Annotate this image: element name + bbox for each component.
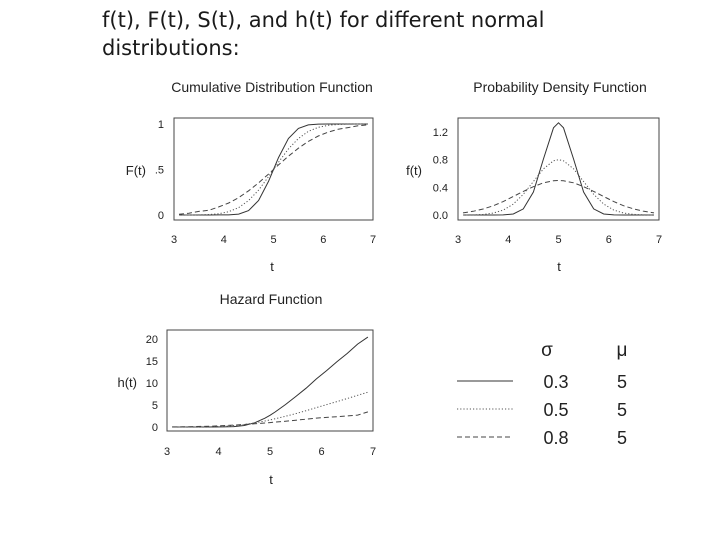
- legend-sigma-header: σ: [541, 340, 553, 361]
- pdf-x-tick-label: 6: [606, 234, 612, 246]
- cdf-plot-frame: [173, 117, 374, 221]
- pdf-plot-frame: [457, 117, 660, 221]
- hazard-panel: Hazard Function 3 4 5 6 7 0 5 10 15 20 t h(t): [118, 291, 377, 487]
- pdf-y-tick-label: 0.4: [433, 182, 448, 194]
- cdf-panel: Cumulative Distribution Function 3 4 5 6 7 0…: [126, 79, 376, 274]
- hazard-x-tick-label: 5: [267, 446, 273, 458]
- pdf-x-ticks: 3 4 5 6 7: [455, 234, 662, 246]
- pdf-y-ticks: 0.0 0.4 0.8 1.2: [433, 127, 448, 222]
- pdf-x-tick-label: 5: [555, 234, 561, 246]
- cdf-y-tick-label: 1: [158, 119, 164, 131]
- legend-rows: 0.3 5 0.5 5 0.8 5: [457, 372, 627, 448]
- hazard-y-tick-label: 10: [146, 378, 158, 390]
- cdf-y-tick-label: .5: [155, 165, 164, 177]
- legend-sigma-value: 0.3: [543, 372, 568, 392]
- cdf-y-axis-label: F(t): [126, 163, 146, 178]
- cdf-title: Cumulative Distribution Function: [171, 79, 373, 95]
- hazard-y-ticks: 0 5 10 15 20: [146, 334, 158, 434]
- cdf-series-lines: [178, 123, 369, 216]
- cdf-x-tick-label: 5: [270, 234, 276, 246]
- cdf-x-tick-label: 3: [171, 234, 177, 246]
- hazard-series-line-sigma-0-8: [172, 411, 369, 428]
- pdf-x-tick-label: 3: [455, 234, 461, 246]
- hazard-y-tick-label: 5: [152, 400, 158, 412]
- pdf-x-axis-label: t: [557, 259, 561, 274]
- hazard-x-ticks: 3 4 5 6 7: [164, 446, 376, 458]
- pdf-series-lines: [462, 122, 655, 216]
- legend-mu-header: μ: [617, 340, 628, 361]
- pdf-y-tick-label: 0.0: [433, 210, 448, 222]
- hazard-y-tick-label: 0: [152, 422, 158, 434]
- hazard-x-tick-label: 7: [370, 446, 376, 458]
- hazard-x-tick-label: 6: [318, 446, 324, 458]
- slide-title-line-1: f(t), F(t), S(t), and h(t) for different…: [102, 8, 545, 32]
- pdf-y-tick-label: 0.8: [433, 155, 448, 167]
- hazard-series-line-sigma-0-3: [172, 336, 369, 428]
- pdf-series-line-sigma-0-3: [463, 122, 654, 216]
- hazard-plot-frame: [166, 329, 374, 432]
- cdf-y-tick-label: 0: [158, 210, 164, 222]
- pdf-y-axis-label: f(t): [406, 163, 422, 178]
- cdf-x-ticks: 3 4 5 6 7: [171, 234, 376, 246]
- legend-mu-value: 5: [617, 400, 627, 420]
- cdf-y-ticks: 0.51: [155, 119, 164, 222]
- hazard-series-lines: [172, 336, 369, 428]
- legend-mu-value: 5: [617, 372, 627, 392]
- hazard-x-axis-label: t: [269, 472, 273, 487]
- hazard-y-tick-label: 15: [146, 356, 158, 368]
- cdf-x-tick-label: 6: [320, 234, 326, 246]
- cdf-x-axis-label: t: [270, 259, 274, 274]
- slide-title: f(t), F(t), S(t), and h(t) for different…: [102, 6, 622, 62]
- pdf-x-tick-label: 4: [505, 234, 511, 246]
- pdf-x-tick-label: 7: [656, 234, 662, 246]
- pdf-title: Probability Density Function: [473, 79, 647, 95]
- hazard-x-tick-label: 4: [215, 446, 221, 458]
- cdf-x-tick-label: 7: [370, 234, 376, 246]
- hazard-x-tick-label: 3: [164, 446, 170, 458]
- legend: σ μ 0.3 5 0.5 5 0.8 5: [457, 340, 627, 448]
- slide-title-line-2: distributions:: [102, 36, 240, 60]
- cdf-series-line-sigma-0-8: [178, 124, 369, 215]
- hazard-y-tick-label: 20: [146, 334, 158, 346]
- legend-mu-value: 5: [617, 428, 627, 448]
- pdf-series-line-sigma-0-5: [462, 159, 655, 216]
- pdf-series-line-sigma-0-8: [462, 179, 655, 214]
- cdf-x-tick-label: 4: [221, 234, 227, 246]
- pdf-y-tick-label: 1.2: [433, 127, 448, 139]
- legend-sigma-value: 0.5: [543, 400, 568, 420]
- hazard-series-line-sigma-0-5: [172, 391, 369, 428]
- legend-sigma-value: 0.8: [543, 428, 568, 448]
- hazard-y-axis-label: h(t): [118, 375, 138, 390]
- hazard-title: Hazard Function: [220, 291, 323, 307]
